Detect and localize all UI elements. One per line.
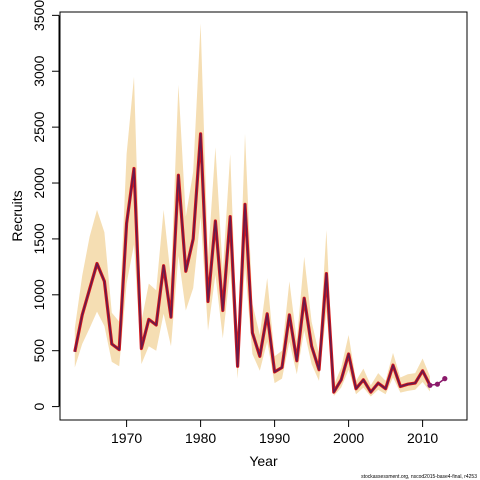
x-tick-label: 1980 bbox=[185, 430, 216, 446]
recruits-line bbox=[74, 133, 431, 393]
plot-frame bbox=[59, 11, 468, 421]
confidence-band bbox=[74, 23, 431, 397]
x-tick-label: 2010 bbox=[407, 430, 438, 446]
x-tick-label: 1970 bbox=[111, 430, 142, 446]
projection-point bbox=[434, 381, 440, 387]
y-tick-label: 0 bbox=[31, 402, 47, 410]
footnote: stockassessment.org, nscod2015-base4-fin… bbox=[361, 474, 477, 480]
y-tick-label: 1000 bbox=[31, 279, 47, 310]
y-tick-label: 2000 bbox=[31, 167, 47, 198]
projection-point bbox=[442, 376, 448, 382]
x-tick-label: 2000 bbox=[333, 430, 364, 446]
y-axis-title: Recruits bbox=[9, 190, 25, 241]
x-tick-label: 1990 bbox=[259, 430, 290, 446]
y-axis: 0 500 1000 1500 2000 2500 3000 3500 bbox=[31, 0, 60, 410]
y-tick-label: 3500 bbox=[31, 0, 47, 31]
recruits-line-layer bbox=[73, 132, 432, 394]
projection-point bbox=[427, 382, 433, 388]
projection-layer bbox=[427, 376, 448, 388]
x-axis-title: Year bbox=[249, 453, 278, 469]
y-tick-label: 3000 bbox=[31, 55, 47, 86]
y-tick-label: 1500 bbox=[31, 223, 47, 254]
y-tick-label: 500 bbox=[31, 339, 47, 363]
x-axis: 1970 1980 1990 2000 2010 bbox=[111, 419, 438, 446]
confidence-band-layer bbox=[74, 23, 431, 397]
y-tick-label: 2500 bbox=[31, 111, 47, 142]
